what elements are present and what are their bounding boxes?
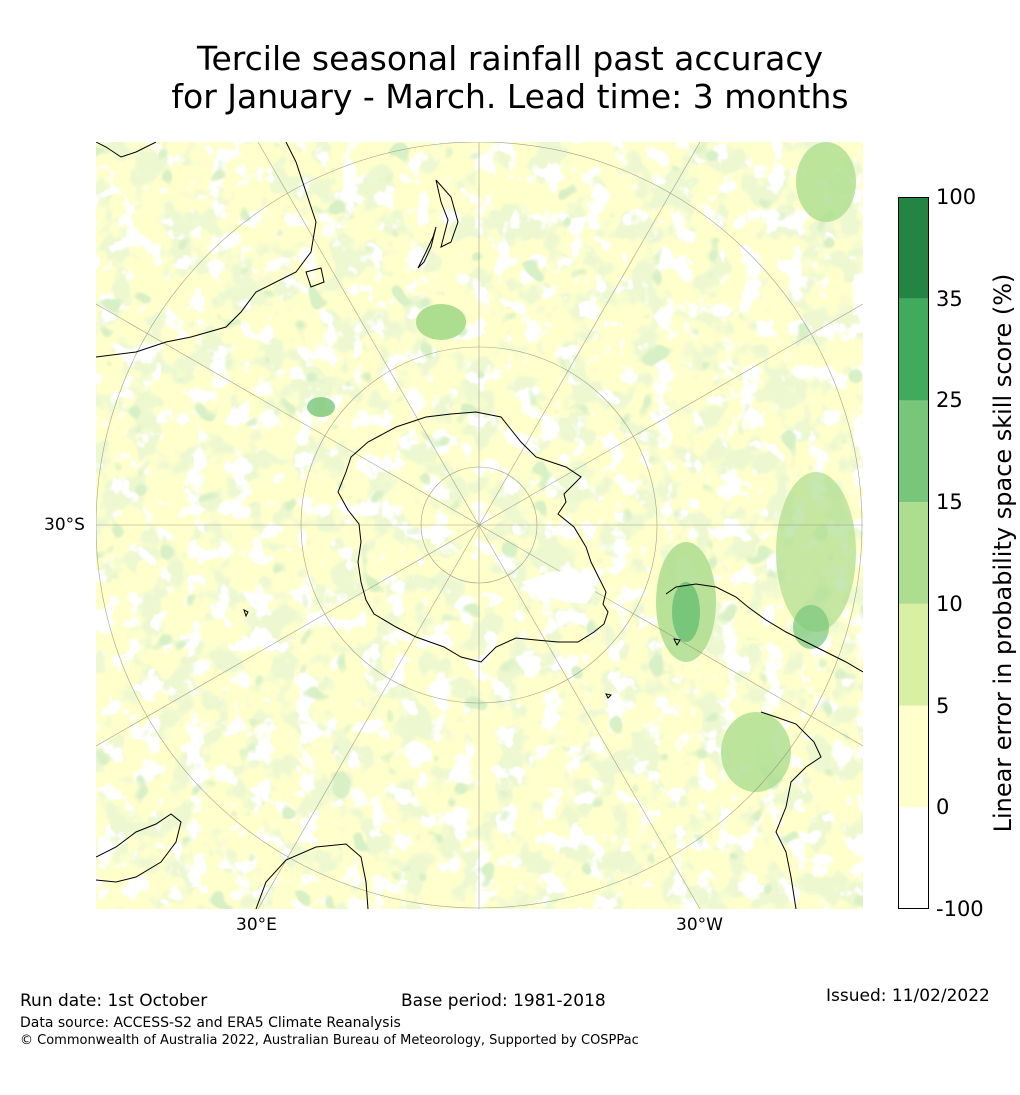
run-date: Run date: 1st October <box>20 991 208 1011</box>
colorbar-tick-label: 35 <box>936 286 963 311</box>
title-line-1: Tercile seasonal rainfall past accuracy <box>196 39 824 78</box>
green-patches <box>307 142 856 792</box>
coastlines <box>96 142 863 909</box>
mid-green-field <box>96 142 863 909</box>
colorbar-tick-label: 100 <box>936 185 977 209</box>
colorbar-tick-label: 15 <box>936 490 963 515</box>
data-source: Data source: ACCESS-S2 and ERA5 Climate … <box>20 1015 401 1031</box>
colorbar-bin <box>898 197 929 299</box>
colorbar-bin <box>898 502 929 604</box>
colorbar-bin <box>898 400 929 503</box>
tick-30s: 30°S <box>44 515 85 535</box>
polar-map <box>96 142 863 909</box>
colorbar-border <box>898 197 929 909</box>
colorbar-tick-label: -100 <box>936 897 984 921</box>
colorbar-bin <box>898 603 929 706</box>
tick-30e: 30°E <box>236 915 277 935</box>
colorbar-bin <box>898 298 929 401</box>
colorbar-title: Linear error in probability space skill … <box>989 273 1017 833</box>
issued-date: Issued: 11/02/2022 <box>826 986 990 1006</box>
colorbar-tick-label: 10 <box>936 591 963 616</box>
colorbar-bin <box>898 705 929 808</box>
colorbar-tick-label: 5 <box>936 693 950 718</box>
colorbar-tick-label: 0 <box>936 795 950 820</box>
colorbar-tick-label: 25 <box>936 388 963 413</box>
title-line-2: for January - March. Lead time: 3 months <box>171 77 849 116</box>
colorbar-bin <box>898 807 929 909</box>
graticule <box>96 142 863 909</box>
tick-30w: 30°W <box>676 915 723 935</box>
copyright: © Commonwealth of Australia 2022, Austra… <box>20 1033 639 1048</box>
colorbar <box>898 197 929 909</box>
base-period: Base period: 1981-2018 <box>401 991 606 1011</box>
map-title: Tercile seasonal rainfall past accuracy … <box>0 40 1020 116</box>
